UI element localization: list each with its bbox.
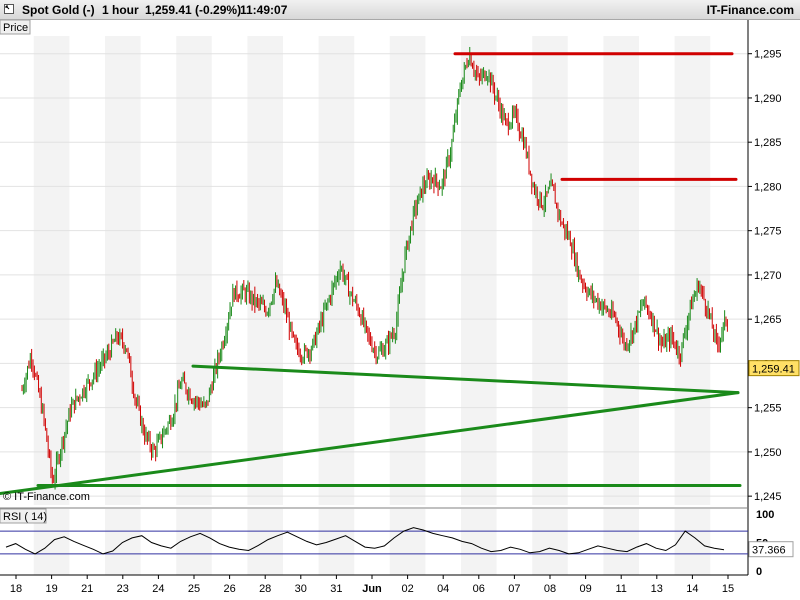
x-tick-label: 24 (152, 583, 164, 595)
x-tick-label: 23 (117, 583, 129, 595)
last-price-label: 1,259.41 (752, 364, 795, 376)
rsi-tick-label: 100 (756, 509, 774, 521)
x-tick-label: 19 (45, 583, 57, 595)
rsi-panel-label: RSI ( 14) (3, 511, 47, 523)
rsi-date-band (318, 509, 355, 575)
price-tick-label: 1,255 (754, 403, 782, 415)
date-band (532, 36, 568, 505)
rsi-tick-label: 0 (756, 566, 762, 578)
rsi-panel: 100500RSI ( 14)37.366 (0, 507, 794, 578)
candles-group (21, 46, 728, 490)
instrument-name: Spot Gold (-) (22, 3, 95, 17)
x-tick-label: 26 (223, 583, 235, 595)
rsi-date-band (603, 509, 639, 575)
time-label: 11:49:07 (240, 3, 288, 17)
price-chart: 1,2951,2901,2851,2801,2751,2701,2651,260… (0, 20, 800, 595)
rsi-label-box (0, 508, 47, 524)
x-tick-label: 25 (188, 583, 200, 595)
date-band (33, 36, 70, 505)
x-tick-label: 06 (473, 583, 485, 595)
price-label-box (0, 20, 31, 35)
support-trendline (191, 364, 740, 395)
price-tick-label: 1,290 (754, 93, 782, 105)
x-tick-label: 04 (437, 583, 449, 595)
x-tick-label: 13 (651, 583, 663, 595)
price-panel: 1,2951,2901,2851,2801,2751,2701,2651,260… (0, 20, 800, 575)
date-band (389, 36, 426, 505)
copyright-label: © IT-Finance.com (3, 491, 90, 503)
rsi-current-label: 37.366 (752, 545, 786, 557)
x-tick-label: 15 (722, 583, 734, 595)
x-tick-label: 28 (259, 583, 271, 595)
last-price-box (748, 360, 800, 377)
price-tick-label: 1,245 (754, 491, 782, 503)
price-tick-label: 1,250 (754, 447, 782, 459)
date-band (247, 36, 283, 505)
date-band (461, 36, 497, 505)
price-tick-label: 1,285 (754, 137, 782, 149)
x-tick-label: 08 (544, 583, 556, 595)
rsi-current-box (748, 541, 794, 558)
price-panel-label: Price (3, 22, 28, 34)
x-tick-label: Jun (362, 583, 382, 595)
x-axis: 18 19 21 23 24 25 26 28 30 31 Jun 02 04 06 07 08 09 11 13 1… (0, 574, 748, 595)
rsi-date-band (176, 509, 212, 575)
rsi-line (5, 527, 725, 555)
date-band (318, 36, 355, 505)
x-tick-label: 31 (330, 583, 342, 595)
rsi-date-band (247, 509, 283, 575)
x-tick-label: 09 (579, 583, 591, 595)
rsi-date-band (532, 509, 568, 575)
x-tick-label: 02 (401, 583, 413, 595)
x-tick-label: 18 (10, 583, 22, 595)
price-tick-label: 1,295 (754, 49, 782, 61)
support-trendline (0, 391, 740, 495)
price-tick-label: 1,275 (754, 226, 782, 238)
date-band (674, 36, 711, 505)
price-tick-label: 1,265 (754, 314, 782, 326)
x-tick-label: 07 (508, 583, 520, 595)
x-tick-label: 21 (81, 583, 93, 595)
price-tick-label: 1,270 (754, 270, 782, 282)
date-band (176, 36, 212, 505)
date-band (603, 36, 639, 505)
rsi-date-band (461, 509, 497, 575)
rsi-date-band (389, 509, 426, 575)
timeframe-label: 1 hour (102, 3, 139, 17)
price-tick-label: 1,280 (754, 181, 782, 193)
expand-icon[interactable] (4, 4, 14, 14)
x-tick-label: 14 (686, 583, 698, 595)
x-tick-label: 30 (295, 583, 307, 595)
header-bar: Spot Gold (-) 1 hour 1,259.41 (-0.29%) 1… (0, 0, 800, 20)
x-tick-label: 11 (615, 583, 626, 595)
date-band (105, 36, 141, 505)
price-label: 1,259.41 (-0.29%) (145, 3, 242, 17)
brand-label: IT-Finance.com (706, 3, 794, 17)
rsi-date-band (674, 509, 711, 575)
